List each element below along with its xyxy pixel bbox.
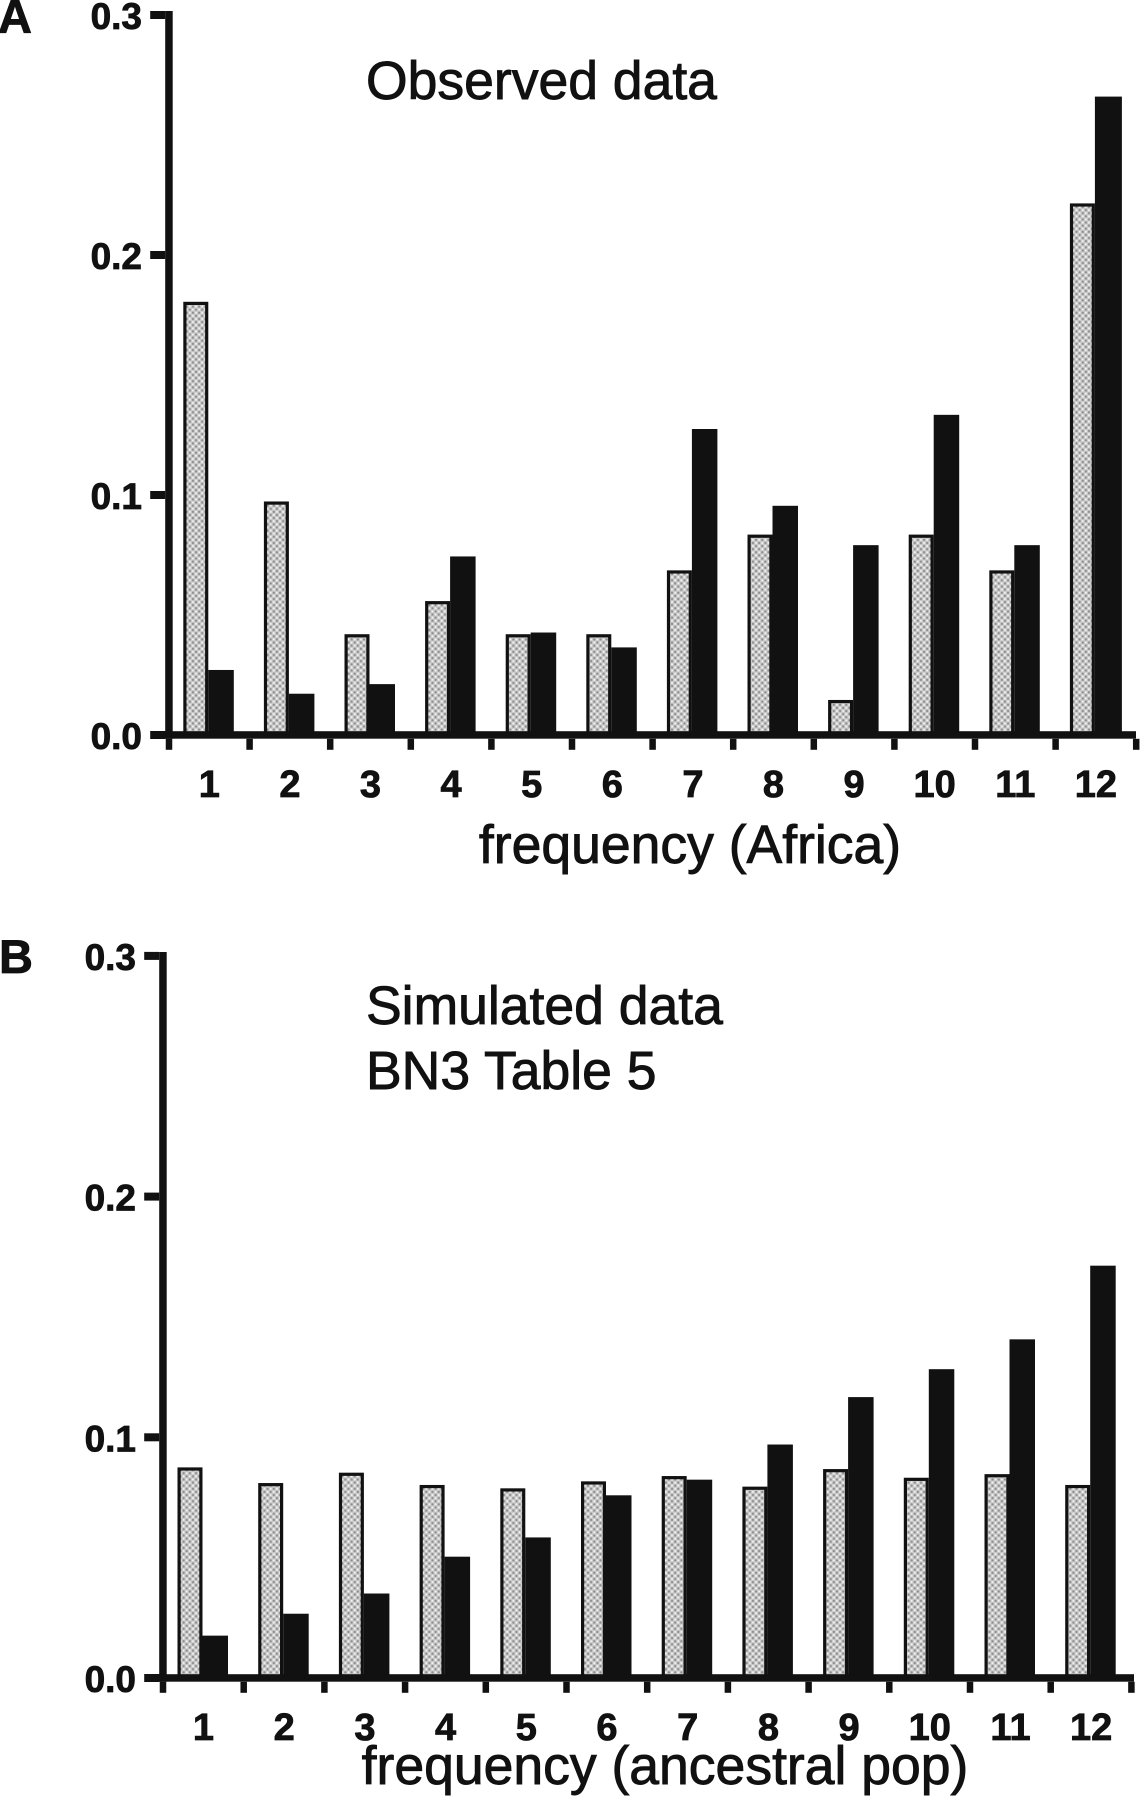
svg-text:5: 5 bbox=[521, 764, 542, 806]
svg-text:Simulated data: Simulated data bbox=[366, 977, 723, 1036]
svg-text:Observed data: Observed data bbox=[366, 52, 717, 111]
svg-text:0.1: 0.1 bbox=[85, 1418, 136, 1459]
svg-text:10: 10 bbox=[909, 1707, 951, 1749]
svg-text:1: 1 bbox=[193, 1707, 214, 1749]
svg-text:8: 8 bbox=[763, 764, 784, 806]
svg-text:9: 9 bbox=[839, 1707, 860, 1749]
svg-text:frequency (ancestral pop): frequency (ancestral pop) bbox=[362, 1737, 969, 1796]
svg-text:0.0: 0.0 bbox=[91, 716, 142, 757]
svg-text:7: 7 bbox=[682, 764, 703, 806]
svg-text:BN3 Table 5: BN3 Table 5 bbox=[366, 1042, 657, 1101]
svg-text:0.3: 0.3 bbox=[91, 0, 142, 37]
svg-text:8: 8 bbox=[758, 1707, 779, 1749]
svg-text:10: 10 bbox=[914, 764, 956, 806]
svg-text:7: 7 bbox=[677, 1707, 698, 1749]
svg-text:0.3: 0.3 bbox=[85, 937, 136, 978]
svg-text:A: A bbox=[0, 0, 32, 43]
svg-text:3: 3 bbox=[354, 1707, 375, 1749]
svg-text:11: 11 bbox=[990, 1707, 1030, 1749]
svg-text:0.2: 0.2 bbox=[91, 236, 142, 277]
svg-text:11: 11 bbox=[995, 764, 1035, 806]
svg-text:B: B bbox=[0, 930, 33, 983]
svg-text:frequency (Africa): frequency (Africa) bbox=[479, 816, 901, 875]
svg-text:6: 6 bbox=[602, 764, 623, 806]
svg-text:2: 2 bbox=[279, 764, 300, 806]
svg-text:12: 12 bbox=[1075, 764, 1117, 806]
svg-text:4: 4 bbox=[441, 764, 462, 806]
svg-text:3: 3 bbox=[360, 764, 381, 806]
svg-text:2: 2 bbox=[274, 1707, 295, 1749]
svg-text:6: 6 bbox=[596, 1707, 617, 1749]
svg-text:12: 12 bbox=[1070, 1707, 1112, 1749]
svg-text:4: 4 bbox=[435, 1707, 456, 1749]
svg-text:0.0: 0.0 bbox=[85, 1659, 136, 1700]
svg-text:9: 9 bbox=[844, 764, 865, 806]
svg-text:0.1: 0.1 bbox=[91, 476, 142, 517]
svg-text:5: 5 bbox=[516, 1707, 537, 1749]
svg-text:1: 1 bbox=[199, 764, 220, 806]
svg-text:0.2: 0.2 bbox=[85, 1178, 136, 1219]
